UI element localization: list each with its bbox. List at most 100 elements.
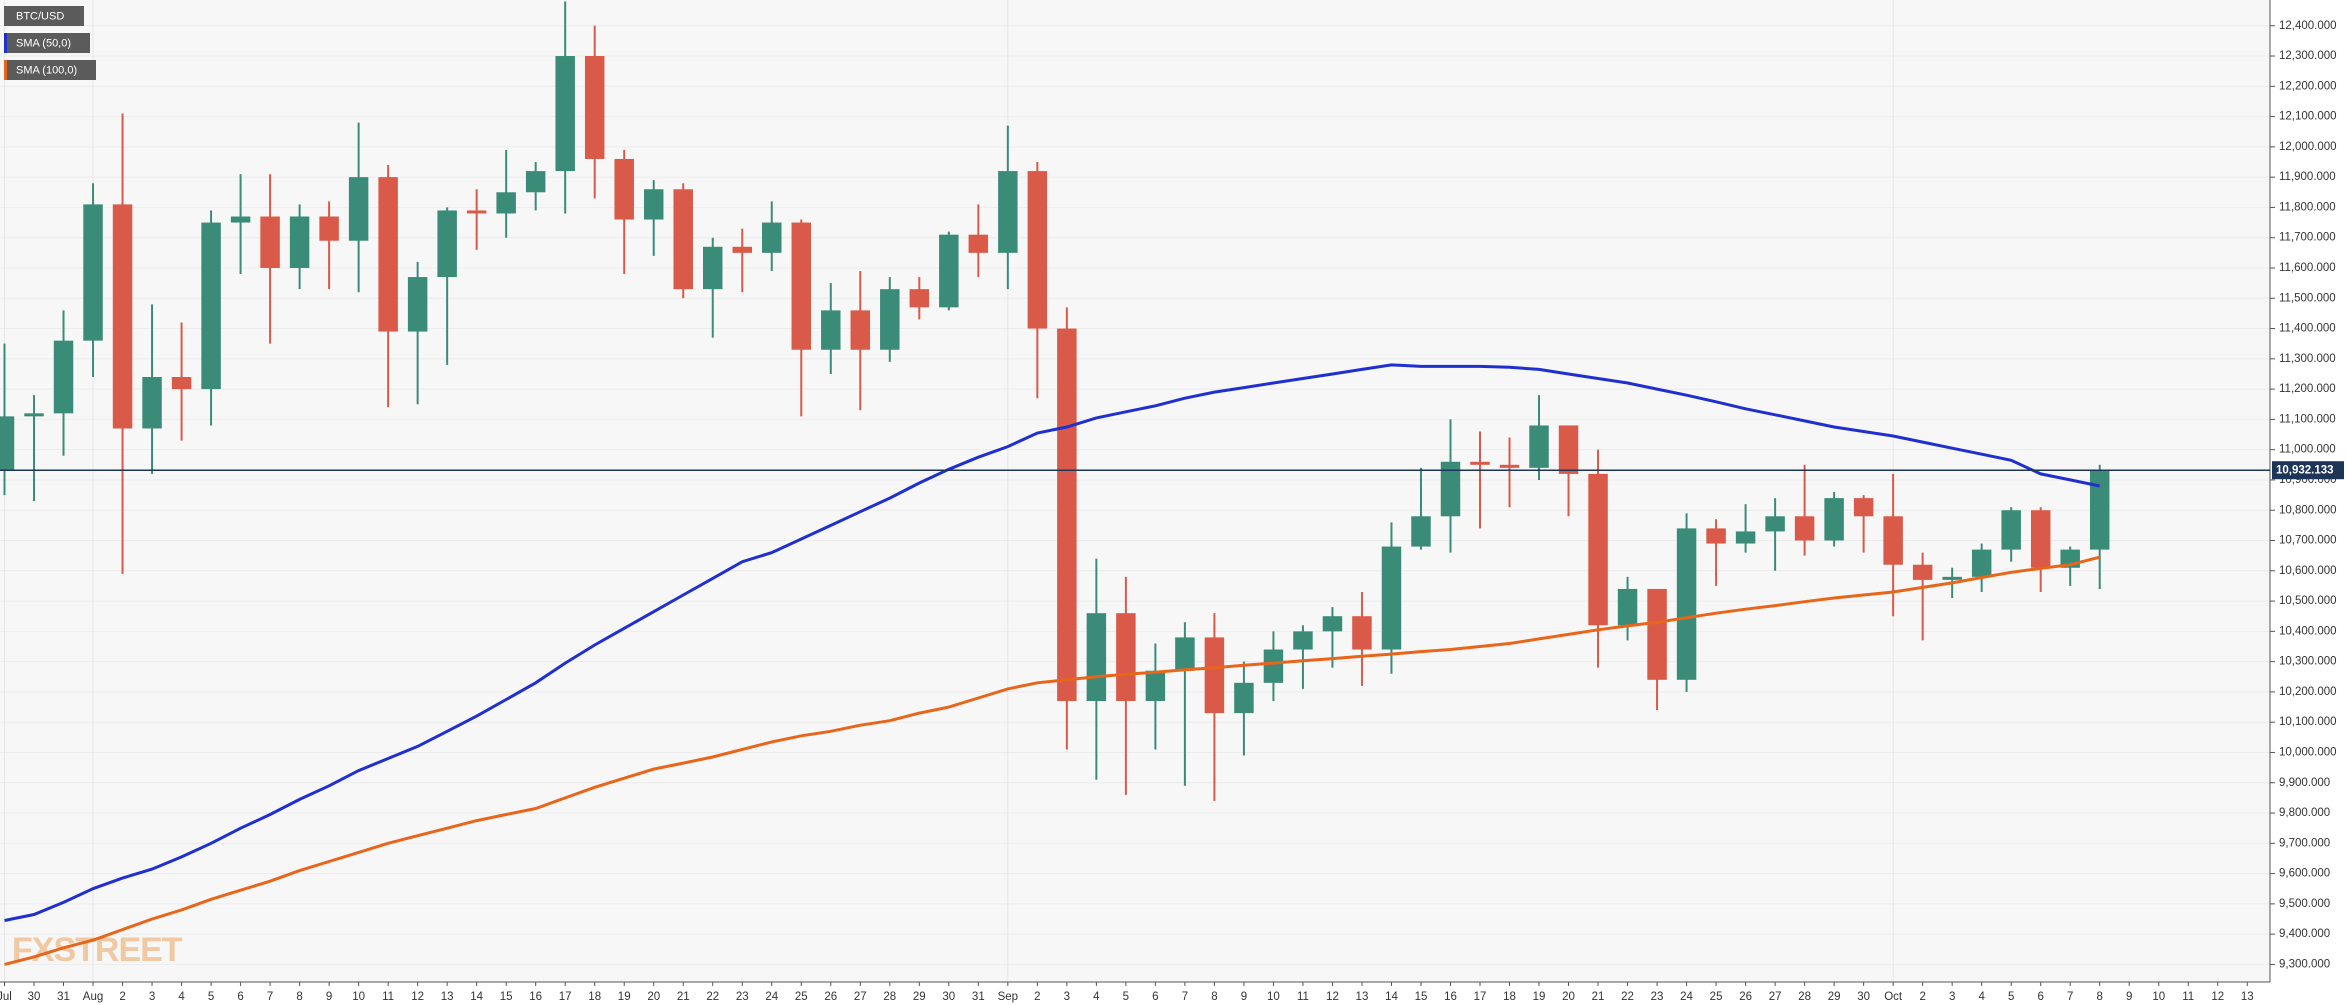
candle-body — [1588, 473, 1608, 626]
candle-body — [142, 376, 162, 429]
candle-body — [1853, 498, 1874, 517]
x-tick-label: 2 — [1034, 991, 1040, 1003]
x-tick-label: 7 — [267, 991, 273, 1003]
legend: BTC/USD SMA (50,0) SMA (100,0) — [4, 6, 96, 80]
y-tick-label: 12,400.000 — [2279, 20, 2337, 32]
x-tick-label: 12 — [1326, 991, 1339, 1003]
candle-body — [614, 158, 634, 220]
y-tick-label: 9,900.000 — [2279, 777, 2330, 789]
y-tick-label: 11,400.000 — [2279, 323, 2336, 335]
x-tick-label: 12 — [2211, 991, 2224, 1003]
candle-body — [171, 376, 192, 390]
watermark: FXSTREET — [12, 931, 183, 969]
x-tick-label: 13 — [441, 991, 454, 1003]
x-tick-label: 16 — [529, 991, 542, 1003]
x-tick-label: 8 — [296, 991, 302, 1003]
x-tick-label: Sep — [998, 991, 1018, 1003]
candle-body — [1263, 649, 1284, 683]
sma-line — [4, 555, 2101, 966]
candle-body — [968, 234, 989, 253]
candle-body — [1381, 546, 1402, 650]
candle-body — [1735, 531, 1756, 544]
candle-body — [2030, 510, 2051, 568]
x-tick-label: 4 — [178, 991, 185, 1003]
candle-body — [703, 246, 723, 290]
y-tick-label: 12,200.000 — [2279, 80, 2337, 92]
x-tick-label: 25 — [795, 991, 808, 1003]
y-tick-label: 9,500.000 — [2279, 898, 2330, 910]
x-tick-label: 22 — [1621, 991, 1634, 1003]
candle-body — [230, 216, 251, 223]
x-tick-label: 6 — [2037, 991, 2043, 1003]
legend-label: SMA (100,0) — [16, 64, 77, 76]
candle-body — [1470, 461, 1490, 465]
candle-body — [1942, 576, 1962, 580]
candle-body — [762, 222, 782, 253]
candle-body — [348, 177, 369, 241]
x-tick-label: 6 — [1152, 991, 1158, 1003]
x-tick-label: 3 — [149, 991, 155, 1003]
x-tick-label: 5 — [208, 991, 214, 1003]
x-tick-label: 13 — [1356, 991, 1369, 1003]
x-tick-label: 17 — [559, 991, 572, 1003]
x-tick-label: 14 — [1385, 991, 1398, 1003]
candle-body — [466, 210, 487, 214]
x-tick-label: 18 — [1503, 991, 1516, 1003]
candle-body — [584, 56, 605, 159]
x-tick-label: 17 — [1474, 991, 1487, 1003]
x-tick-label: 30 — [942, 991, 955, 1003]
x-tick-label: 30 — [28, 991, 41, 1003]
x-tick-label: 9 — [2126, 991, 2132, 1003]
y-tick-label: 11,300.000 — [2279, 353, 2336, 365]
marks — [0, 1, 2110, 966]
sma-line — [4, 363, 2101, 922]
y-tick-label: 10,600.000 — [2279, 565, 2337, 577]
candle-body — [319, 216, 339, 241]
candle-body — [496, 192, 516, 214]
y-tick-label: 10,400.000 — [2279, 625, 2337, 637]
candle-body — [24, 413, 44, 417]
candle-body — [1529, 425, 1549, 468]
candle-body — [939, 234, 959, 308]
x-tick-label: 15 — [1415, 991, 1428, 1003]
candle-body — [1558, 425, 1579, 474]
x-tick-label: 3 — [1064, 991, 1070, 1003]
y-tick-label: 10,100.000 — [2279, 716, 2337, 728]
candle-body — [1352, 616, 1372, 650]
x-tick-label: 26 — [1739, 991, 1752, 1003]
y-tick-label: 11,100.000 — [2279, 413, 2336, 425]
x-tick-label: 27 — [854, 991, 867, 1003]
x-tick-label: 11 — [1297, 991, 1309, 1003]
y-tick-label: 10,500.000 — [2279, 595, 2337, 607]
last-price-label: 10,932.133 — [2276, 465, 2334, 477]
candle-body — [1175, 637, 1195, 671]
candle-body — [673, 189, 693, 290]
candle-body — [732, 246, 752, 253]
candle-body — [850, 310, 871, 350]
x-tick-label: Aug — [83, 991, 103, 1003]
x-tick-label: 21 — [1592, 991, 1605, 1003]
candle-body — [1027, 171, 1048, 329]
candle-body — [1086, 613, 1107, 701]
x-tick-label: 10 — [1267, 991, 1280, 1003]
candle-body — [289, 216, 310, 268]
y-tick-label: 9,800.000 — [2279, 807, 2330, 819]
x-tick-label: 26 — [824, 991, 837, 1003]
x-tick-label: 25 — [1710, 991, 1723, 1003]
candle-body — [1883, 516, 1903, 565]
y-tick-label: 9,400.000 — [2279, 928, 2330, 940]
x-tick-label: 29 — [1828, 991, 1841, 1003]
candle-body — [407, 277, 428, 332]
candle-body — [998, 171, 1018, 253]
x-tick-label: 27 — [1769, 991, 1782, 1003]
x-tick-label: Oct — [1884, 991, 1903, 1003]
candle-body — [1322, 616, 1343, 632]
y-tick-label: 11,000.000 — [2279, 444, 2336, 456]
y-tick-label: 11,500.000 — [2279, 292, 2336, 304]
x-tick-label: 3 — [1949, 991, 1955, 1003]
x-tick-label: 11 — [2182, 991, 2194, 1003]
candle-body — [83, 204, 103, 341]
x-tick-label: 5 — [2008, 991, 2014, 1003]
x-tick-label: Jul — [0, 991, 12, 1003]
legend-box — [4, 60, 96, 80]
